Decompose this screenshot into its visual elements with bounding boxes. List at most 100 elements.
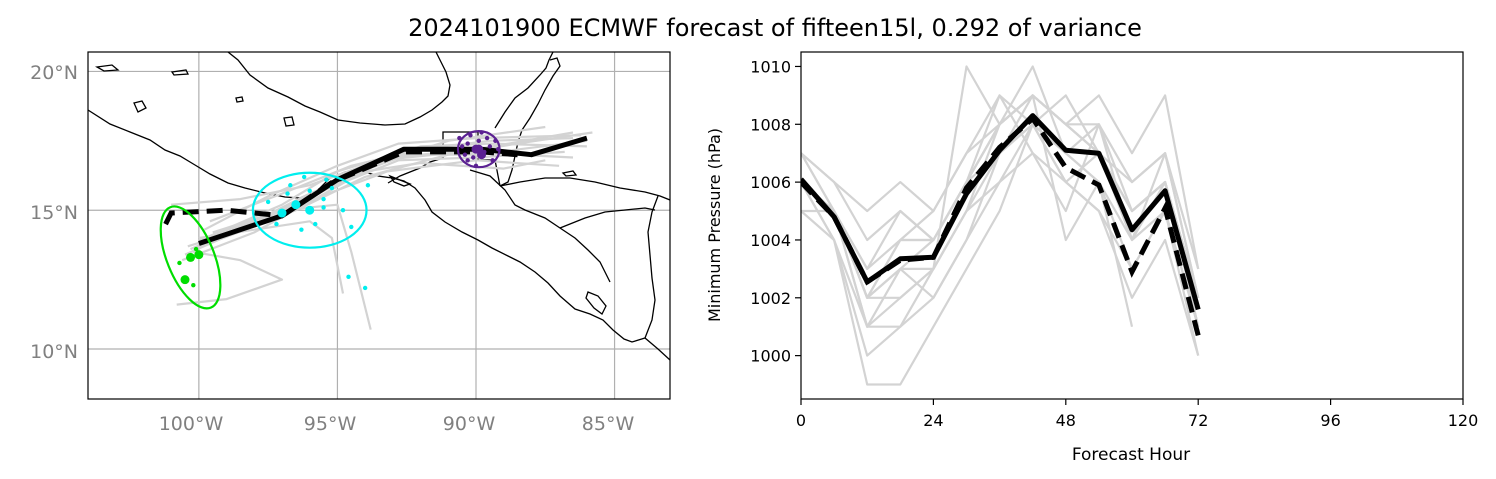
border-central-america	[469, 169, 611, 283]
cluster-point-green-4	[193, 246, 199, 252]
pressure-xtick-label-5: 120	[1448, 411, 1479, 430]
lat-label-20n: 20°N	[30, 62, 78, 84]
coastline-mexico-pacific	[88, 109, 670, 361]
clusters	[159, 130, 501, 310]
cluster-point-purple-17	[465, 158, 470, 163]
coastline-yucatan	[494, 52, 554, 129]
cluster-point-purple-12	[493, 138, 498, 144]
island-1	[95, 64, 120, 72]
figure-title: 2024101900 ECMWF forecast of fifteen15l,…	[408, 14, 1142, 42]
pressure-ytick-label-0: 1000	[750, 347, 791, 366]
cluster-point-purple-6	[462, 152, 468, 157]
pressure-ensemble-13	[801, 94, 1200, 327]
cluster-point-cyan-11	[299, 227, 304, 232]
pressure-mean-lines	[801, 113, 1201, 337]
map-lat-labels: 20°N 15°N 10°N	[30, 62, 78, 363]
pressure-ensemble-9	[801, 123, 1200, 356]
cluster-point-purple-8	[490, 158, 495, 163]
pressure-ytick-label-2: 1004	[750, 231, 791, 250]
island-5	[388, 174, 412, 187]
island-4	[283, 116, 295, 127]
coastline-yucatan-east	[499, 57, 561, 187]
cluster-point-cyan-18	[340, 208, 346, 213]
pressure-y-axis-label: Minimum Pressure (hPa)	[705, 128, 724, 322]
cluster-ellipse-green	[159, 205, 222, 310]
map-lon-labels: 100°W 95°W 90°W 85°W	[159, 413, 635, 435]
cluster-point-cyan-5	[313, 221, 318, 227]
cluster-center-cyan	[305, 205, 315, 215]
cluster-point-cyan-13	[362, 285, 368, 291]
cluster-point-cyan-4	[285, 191, 290, 196]
cluster-point-purple-14	[495, 146, 501, 152]
cluster-ellipse-cyan	[251, 171, 368, 249]
pressure-ytick-label-3: 1006	[750, 173, 791, 192]
pressure-y-ticks: 1000 1002 1004 1006 1008 1010	[750, 57, 801, 366]
cluster-point-cyan-12	[346, 274, 351, 280]
cluster-point-cyan-19	[365, 183, 371, 188]
cluster-point-purple-4	[471, 155, 476, 160]
lat-label-10n: 10°N	[30, 341, 78, 363]
lon-label-85w: 85°W	[582, 413, 635, 435]
lon-label-100w: 100°W	[159, 413, 224, 435]
cluster-point-purple-9	[468, 133, 473, 138]
island-7	[235, 96, 244, 103]
cluster-point-cyan-16	[274, 221, 279, 227]
cluster-point-cyan-6	[301, 174, 307, 180]
cluster-point-purple-13	[473, 163, 479, 169]
island-2	[170, 69, 190, 76]
cluster-point-purple-11	[459, 144, 465, 149]
cluster-point-cyan-14	[288, 183, 293, 188]
cluster-point-cyan-1	[277, 208, 287, 218]
cluster-point-purple-15	[457, 135, 462, 141]
lon-label-90w: 90°W	[443, 413, 496, 435]
ensemble-track-8	[176, 250, 284, 306]
pressure-ytick-label-5: 1010	[750, 57, 791, 76]
pressure-frame	[800, 51, 1464, 400]
pressure-xtick-label-2: 48	[1056, 411, 1076, 430]
cluster-point-green-0	[180, 275, 190, 285]
pressure-x-axis-label: Forecast Hour	[1072, 445, 1190, 465]
coastline-gulf	[227, 52, 451, 126]
cluster-center-purple	[474, 144, 484, 154]
cluster-point-cyan-9	[349, 224, 354, 230]
pressure-mean	[801, 113, 1201, 311]
cluster-point-purple-3	[487, 144, 493, 149]
cluster-point-green-1	[194, 250, 204, 260]
map-frame	[87, 51, 671, 400]
border-honduras-nicaragua	[559, 207, 656, 229]
cluster-point-cyan-7	[329, 185, 335, 191]
cluster-point-cyan-17	[307, 188, 312, 193]
cluster-point-green-3	[191, 282, 196, 288]
cluster-point-green-2	[177, 260, 182, 266]
cluster-point-purple-16	[479, 130, 484, 135]
pressure-xtick-label-3: 72	[1188, 411, 1208, 430]
lat-label-15n: 15°N	[30, 202, 78, 224]
ensemble-track-6	[212, 203, 372, 330]
pressure-ensemble-5	[801, 123, 1200, 386]
lake-nicaragua	[585, 291, 607, 315]
cluster-point-purple-5	[484, 135, 490, 141]
cluster-point-cyan-0	[291, 200, 301, 210]
pressure-x-ticks: 0 24 48 72 96 120	[796, 399, 1478, 430]
island-3	[133, 100, 147, 113]
coastline-honduras	[499, 177, 670, 201]
cluster-point-purple-2	[465, 141, 470, 146]
cluster-point-cyan-15	[324, 177, 329, 182]
cluster-center-green	[186, 252, 196, 262]
cluster-point-cyan-3	[321, 196, 326, 202]
cluster-point-purple-7	[476, 138, 481, 144]
pressure-chart: 1000 1002 1004 1006 1008 1010 0 24 48 72 96 120 Fo…	[705, 51, 1478, 465]
lon-label-95w: 95°W	[304, 413, 357, 435]
pressure-ytick-label-4: 1008	[750, 115, 791, 134]
pressure-xtick-label-4: 96	[1320, 411, 1340, 430]
island-6	[561, 170, 578, 177]
pressure-xtick-label-1: 24	[923, 411, 943, 430]
track-map: 20°N 15°N 10°N 100°W 95°W 90°W 85°W	[30, 51, 671, 435]
map-gridlines	[88, 52, 670, 399]
cluster-point-purple-10	[482, 149, 487, 155]
cluster-point-cyan-10	[321, 205, 326, 210]
coastline-nicaragua-east	[644, 195, 659, 339]
pressure-ytick-label-1: 1002	[750, 289, 791, 308]
cluster-point-cyan-8	[265, 199, 271, 205]
